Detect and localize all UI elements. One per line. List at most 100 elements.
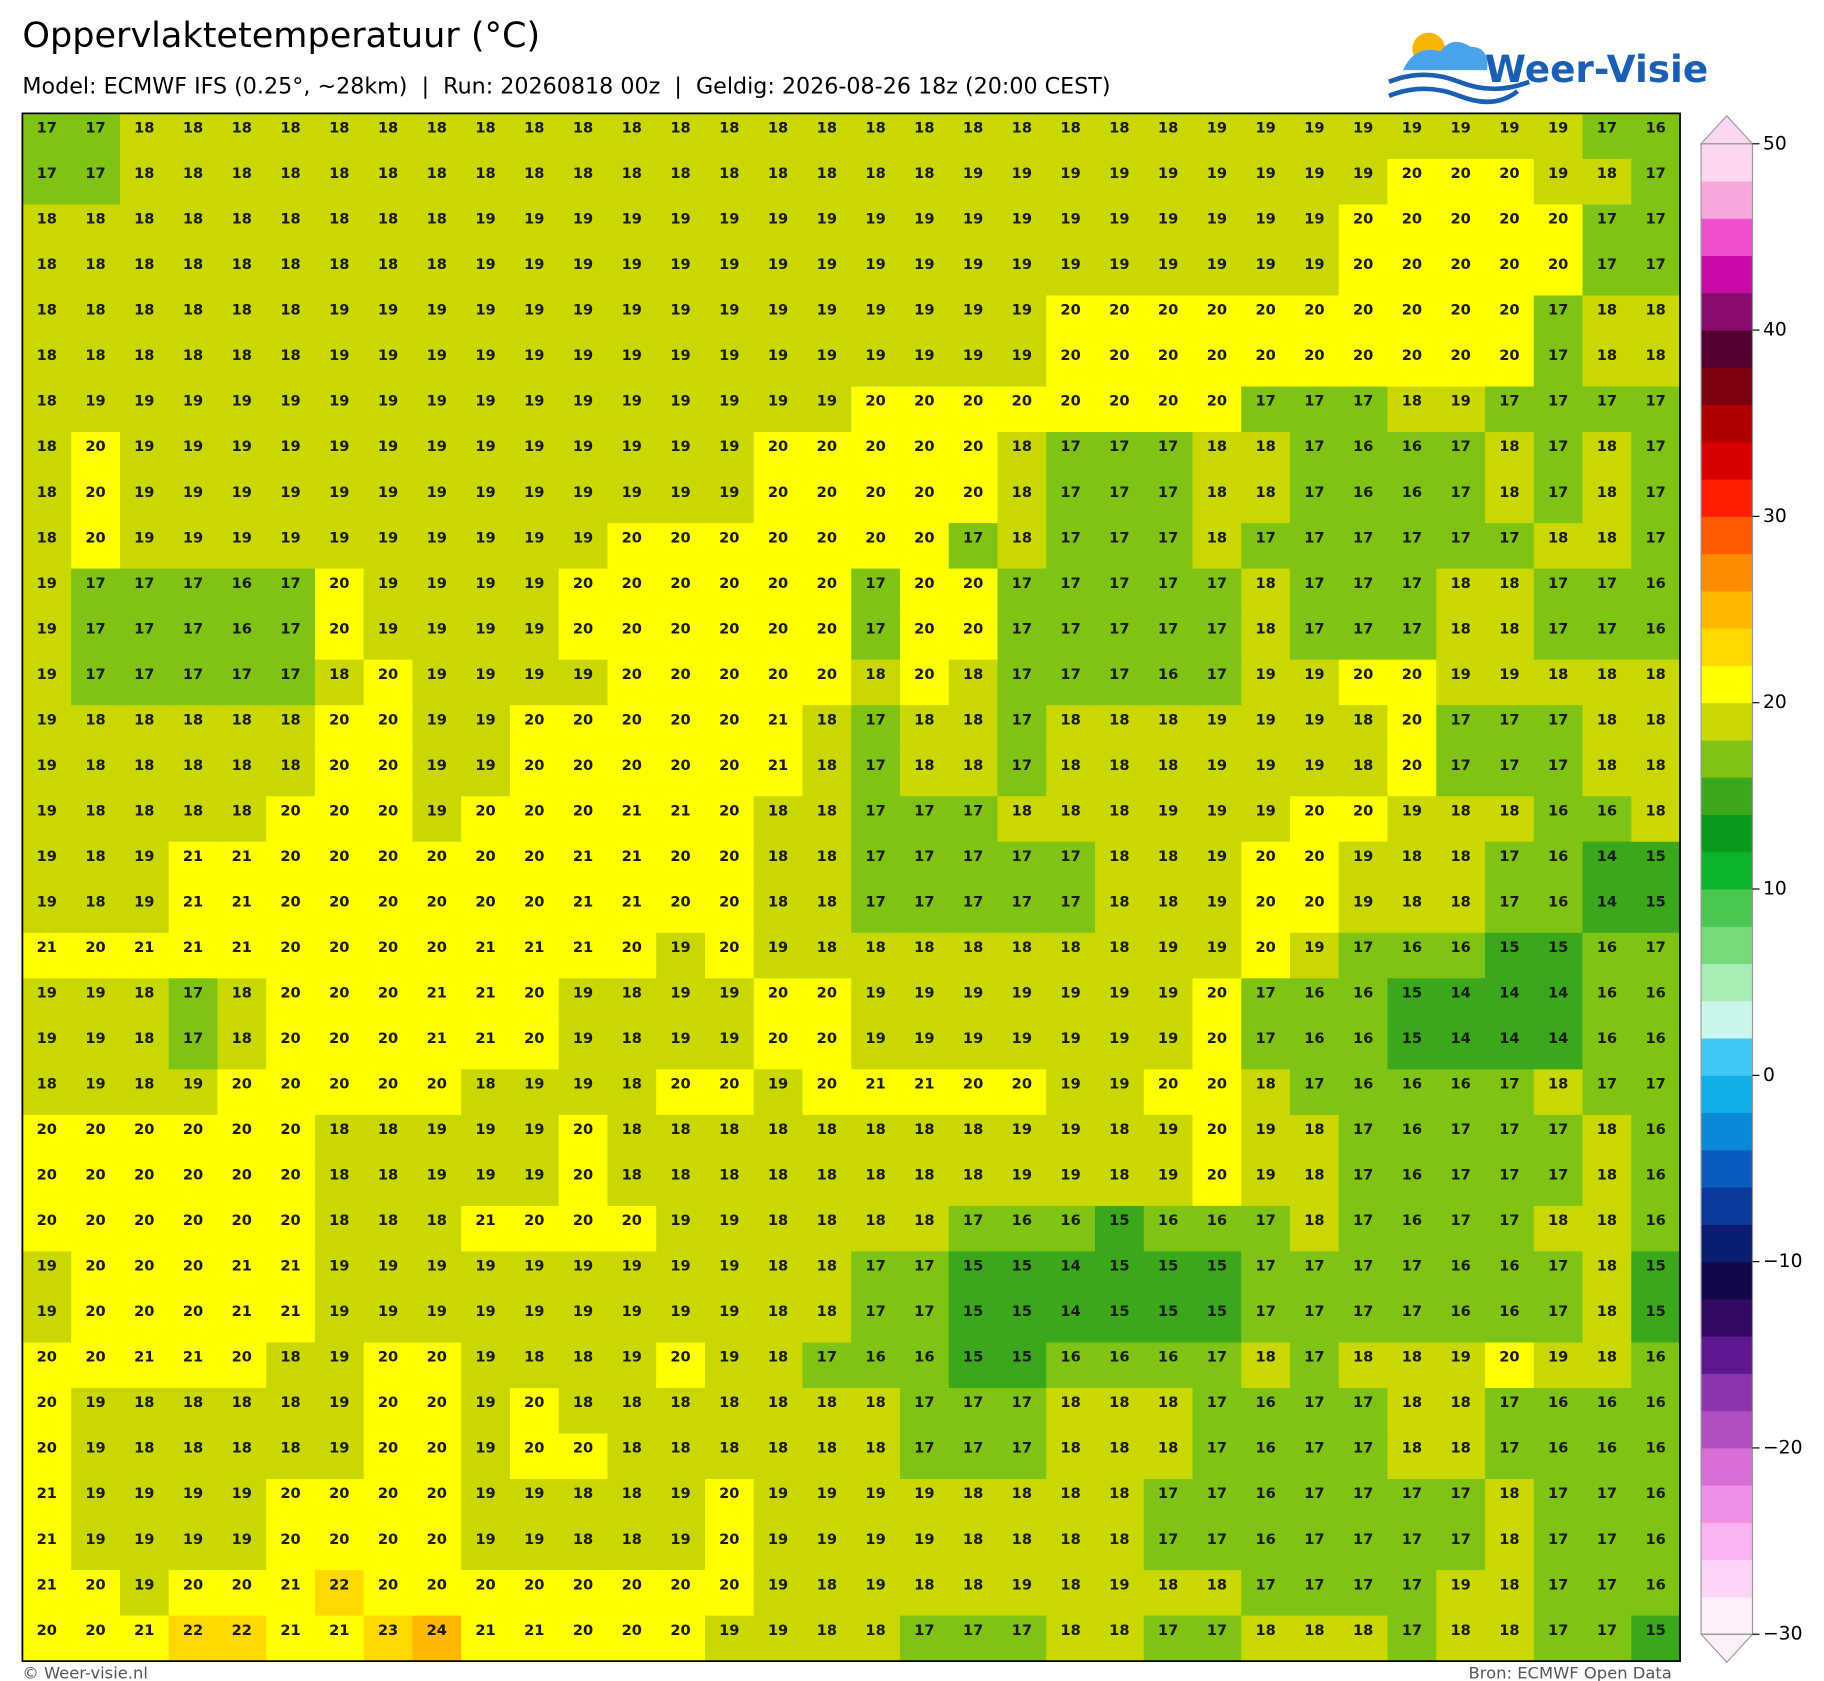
temperature-cell — [1436, 841, 1486, 888]
temperature-value: 22 — [329, 1576, 349, 1593]
temperature-cell — [1436, 295, 1486, 342]
temperature-cell — [948, 523, 999, 570]
temperature-cell — [851, 249, 901, 297]
temperature-cell — [1338, 113, 1389, 160]
temperature-cell — [119, 887, 170, 934]
temperature-cell — [1046, 523, 1096, 570]
temperature-value: 18 — [1109, 1394, 1129, 1411]
temperature-value: 18 — [1109, 848, 1129, 865]
temperature-cell — [1046, 158, 1096, 206]
temperature-value: 17 — [1012, 711, 1032, 728]
temperature-value: 17 — [1304, 1485, 1324, 1502]
temperature-value: 20 — [329, 1531, 349, 1548]
temperature-value: 18 — [1450, 620, 1470, 637]
temperature-value: 19 — [914, 1030, 934, 1047]
title: Oppervlaktetemperatuur (°C) — [22, 15, 540, 56]
temperature-value: 19 — [1304, 211, 1324, 228]
temperature-value: 15 — [963, 1349, 983, 1366]
temperature-cell — [607, 340, 657, 388]
temperature-cell — [607, 705, 657, 752]
temperature-value: 21 — [524, 1622, 544, 1639]
temperature-value: 19 — [37, 1030, 57, 1047]
temperature-value: 20 — [232, 1212, 252, 1229]
temperature-value: 20 — [719, 848, 739, 865]
temperature-value: 19 — [524, 666, 544, 683]
temperature-cell — [899, 568, 950, 615]
temperature-value: 19 — [914, 211, 934, 228]
temperature-value: 19 — [1353, 893, 1373, 910]
temperature-cell — [71, 568, 121, 615]
temperature-value: 18 — [1255, 1076, 1275, 1093]
temperature-value: 18 — [865, 1121, 885, 1138]
temperature-value: 20 — [329, 1076, 349, 1093]
temperature-value: 21 — [232, 939, 252, 956]
temperature-value: 21 — [622, 802, 642, 819]
temperature-value: 18 — [183, 302, 203, 319]
temperature-cell — [899, 204, 950, 251]
temperature-value: 17 — [1450, 757, 1470, 774]
temperature-value: 17 — [865, 848, 885, 865]
temperature-value: 18 — [1060, 1622, 1080, 1639]
temperature-value: 18 — [37, 1076, 57, 1093]
temperature-value: 18 — [817, 1212, 837, 1229]
temperature-cell — [1046, 887, 1096, 934]
temperature-value: 18 — [1012, 529, 1032, 546]
temperature-cell — [22, 340, 72, 388]
temperature-value: 18 — [963, 1121, 983, 1138]
temperature-value: 19 — [1304, 666, 1324, 683]
temperature-value: 17 — [914, 1440, 934, 1457]
temperature-value: 20 — [1255, 893, 1275, 910]
temperature-value: 19 — [670, 1303, 690, 1320]
temperature-value: 18 — [329, 120, 349, 137]
temperature-value: 17 — [1353, 620, 1373, 637]
temperature-value: 20 — [1158, 302, 1178, 319]
map-cells — [22, 113, 1681, 1662]
temperature-value: 20 — [1353, 302, 1373, 319]
temperature-value: 16 — [1304, 984, 1324, 1001]
temperature-value: 19 — [670, 302, 690, 319]
temperature-value: 17 — [1304, 1394, 1324, 1411]
temperature-value: 18 — [1402, 848, 1422, 865]
temperature-cell — [119, 295, 170, 342]
temperature-value: 17 — [183, 620, 203, 637]
temperature-cell — [1533, 477, 1584, 524]
colorbar-segment — [1701, 330, 1753, 368]
temperature-value: 18 — [670, 1440, 690, 1457]
temperature-value: 16 — [1548, 1394, 1568, 1411]
temperature-cell — [168, 386, 219, 433]
temperature-cell — [168, 340, 219, 388]
temperature-cell — [509, 750, 560, 797]
temperature-value: 14 — [1450, 984, 1470, 1001]
temperature-cell — [461, 158, 511, 206]
temperature-value: 17 — [1402, 1303, 1422, 1320]
temperature-value: 19 — [914, 1531, 934, 1548]
temperature-value: 18 — [914, 939, 934, 956]
colorbar-segment — [1701, 628, 1753, 666]
temperature-cell — [1387, 659, 1437, 706]
temperature-value: 20 — [1499, 1349, 1519, 1366]
temperature-value: 18 — [914, 1212, 934, 1229]
temperature-value: 19 — [475, 1303, 495, 1320]
temperature-value: 17 — [1548, 302, 1568, 319]
temperature-value: 17 — [85, 620, 105, 637]
temperature-value: 19 — [719, 438, 739, 455]
temperature-cell — [1631, 659, 1681, 706]
temperature-value: 18 — [280, 165, 300, 182]
temperature-cell — [1631, 614, 1681, 661]
temperature-value: 17 — [1450, 529, 1470, 546]
temperature-value: 19 — [1353, 165, 1373, 182]
temperature-cell — [802, 841, 852, 888]
temperature-value: 18 — [1060, 1485, 1080, 1502]
temperature-cell — [22, 386, 72, 433]
temperature-value: 17 — [1012, 1394, 1032, 1411]
temperature-value: 19 — [232, 393, 252, 410]
temperature-cell — [1582, 340, 1632, 388]
temperature-value: 18 — [232, 256, 252, 273]
temperature-cell — [509, 568, 560, 615]
temperature-cell — [558, 841, 609, 888]
temperature-cell — [1143, 614, 1194, 661]
temperature-value: 19 — [475, 1440, 495, 1457]
temperature-cell — [1289, 295, 1340, 342]
temperature-cell — [997, 796, 1047, 843]
temperature-value: 19 — [768, 302, 788, 319]
